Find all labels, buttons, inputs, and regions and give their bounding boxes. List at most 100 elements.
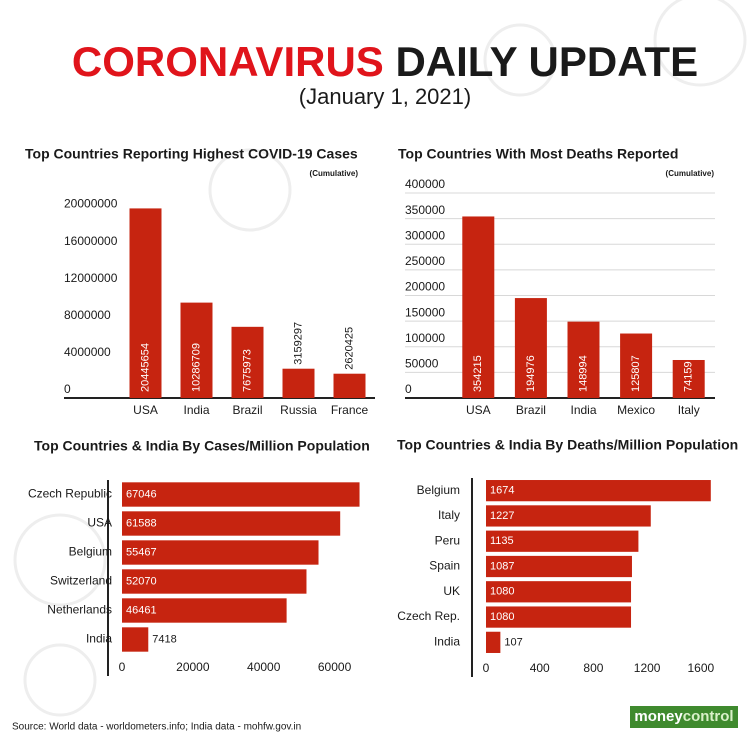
chart-title: Top Countries Reporting Highest COVID-19… [25,146,358,162]
y-tick-label: 250000 [405,254,445,268]
x-tick-label: Italy [678,403,700,417]
logo-part: money [634,708,683,725]
page-subtitle: (January 1, 2021) [299,84,471,109]
y-tick-label: 100000 [405,331,445,345]
bar [122,598,287,623]
value-label: 3159297 [292,322,304,365]
title-black: DAILY UPDATE [395,38,698,85]
chart-title: Top Countries & India By Cases/Million P… [34,438,370,454]
bar [486,606,632,628]
value-label: 52070 [126,575,157,587]
x-tick-label: 40000 [247,660,281,674]
value-label: 1080 [490,586,514,598]
page-title: CORONAVIRUS DAILY UPDATE [72,38,698,85]
bar [620,333,653,398]
chart-subtitle: (Cumulative) [666,169,715,178]
x-tick-label: 1600 [688,661,715,675]
bar [122,482,360,507]
bar [462,216,495,398]
bar [122,569,307,594]
y-tick-label: 200000 [405,280,445,294]
value-label: 46461 [126,604,157,616]
bar [486,530,639,552]
y-tick-label: UK [443,584,460,598]
y-tick-label: 150000 [405,305,445,319]
value-label: 7418 [152,633,176,645]
bar [486,581,632,603]
bar [333,373,366,398]
value-label: 1087 [490,560,514,572]
x-tick-label: 1200 [634,661,661,675]
y-tick-label: USA [87,516,112,530]
chart-subtitle: (Cumulative) [310,169,359,178]
x-tick-label: Russia [280,403,317,417]
x-tick-label: Mexico [617,403,655,417]
title-red: CORONAVIRUS [72,38,384,85]
value-label: 67046 [126,488,157,500]
y-tick-label: India [434,635,460,649]
y-tick-label: 0 [64,382,71,396]
value-label: 1135 [490,535,514,547]
x-tick-label: 800 [583,661,603,675]
value-label: 107 [504,636,522,648]
x-tick-label: USA [466,403,491,417]
y-tick-label: 12000000 [64,271,118,285]
logo: moneycontrol [634,708,733,725]
x-tick-label: Brazil [516,403,546,417]
y-tick-label: 20000000 [64,197,118,211]
y-tick-label: 300000 [405,228,445,242]
bar [567,321,600,398]
value-label: 1080 [490,611,514,623]
bar [514,298,547,398]
x-tick-label: India [570,403,596,417]
value-label: 55467 [126,546,157,558]
y-tick-label: Italy [438,508,460,522]
y-tick-label: Czech Rep. [397,609,460,623]
bar [486,631,501,653]
bar [129,208,162,398]
bar [122,540,319,565]
bar [122,627,149,652]
bar [231,326,264,398]
value-label: 61588 [126,517,157,529]
x-tick-label: 60000 [318,660,352,674]
y-tick-label: Peru [435,533,460,547]
bar [672,359,705,398]
x-tick-label: France [331,403,369,417]
x-tick-label: Brazil [232,403,262,417]
bar [122,511,341,536]
logo-part: control [683,708,734,725]
y-tick-label: 400000 [405,177,445,191]
bar [486,480,711,502]
bar [486,555,632,578]
logo-box [630,706,738,728]
value-label: 125807 [630,355,642,392]
bar [486,505,651,527]
y-tick-label: 350000 [405,203,445,217]
y-tick-label: India [86,632,112,646]
y-tick-label: 8000000 [64,308,111,322]
x-tick-label: USA [133,403,158,417]
x-tick-label: 0 [483,661,490,675]
source: Source: World data - worldometers.info; … [12,722,301,733]
bar [282,368,315,398]
y-tick-label: Belgium [69,545,112,559]
y-tick-label: Switzerland [50,574,112,588]
chart-title: Top Countries With Most Deaths Reported [398,146,678,162]
y-tick-label: 16000000 [64,234,118,248]
value-label: 7675973 [241,349,253,392]
value-label: 20445654 [139,343,151,392]
y-tick-label: Spain [429,559,460,573]
y-tick-label: Belgium [417,483,460,497]
bar [180,302,213,398]
value-label: 74159 [683,361,695,392]
value-label: 10286709 [190,343,202,392]
value-label: 148994 [577,355,589,392]
y-tick-label: 4000000 [64,345,111,359]
x-tick-label: 400 [530,661,550,675]
value-label: 194976 [525,355,537,392]
value-label: 2620425 [343,327,355,370]
y-tick-label: Czech Republic [28,487,112,501]
y-tick-label: 0 [405,382,412,396]
